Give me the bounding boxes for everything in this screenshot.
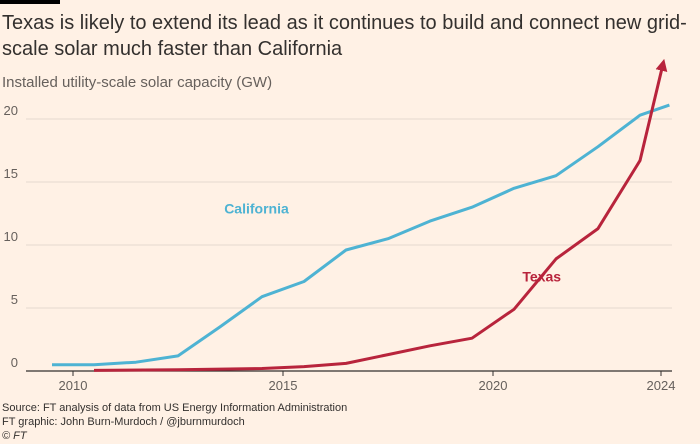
x-tick-label: 2015 bbox=[269, 378, 298, 393]
source-note: Source: FT analysis of data from US Ener… bbox=[2, 402, 348, 414]
chart-footer: Source: FT analysis of data from US Ener… bbox=[2, 401, 347, 443]
x-tick-label: 2020 bbox=[479, 378, 508, 393]
y-tick-label: 0 bbox=[11, 355, 18, 370]
series-labels: California Texas bbox=[224, 201, 561, 285]
chart-subtitle: Installed utility-scale solar capacity (… bbox=[2, 74, 273, 91]
series-label-california: California bbox=[224, 201, 289, 217]
x-tick-label: 2010 bbox=[59, 378, 88, 393]
x-axis-ticks: 2010 2015 2020 2024 bbox=[59, 371, 676, 393]
series-line-california bbox=[52, 103, 670, 367]
series-lines bbox=[52, 58, 670, 372]
chart-title: Texas is likely to extend its lead as it… bbox=[2, 12, 687, 60]
ft-brand-bar bbox=[0, 0, 60, 4]
y-axis-ticks: 0 5 10 15 20 bbox=[4, 103, 18, 370]
credit-note: FT graphic: John Burn-Murdoch / @jburnmu… bbox=[2, 416, 245, 428]
x-tick-label: 2024 bbox=[647, 378, 676, 393]
y-tick-label: 10 bbox=[4, 229, 18, 244]
y-tick-label: 15 bbox=[4, 166, 18, 181]
copyright-note: © FT bbox=[2, 430, 27, 442]
series-line-texas bbox=[93, 58, 668, 372]
y-tick-label: 20 bbox=[4, 103, 18, 118]
series-label-texas: Texas bbox=[522, 269, 561, 285]
y-tick-label: 5 bbox=[11, 292, 18, 307]
